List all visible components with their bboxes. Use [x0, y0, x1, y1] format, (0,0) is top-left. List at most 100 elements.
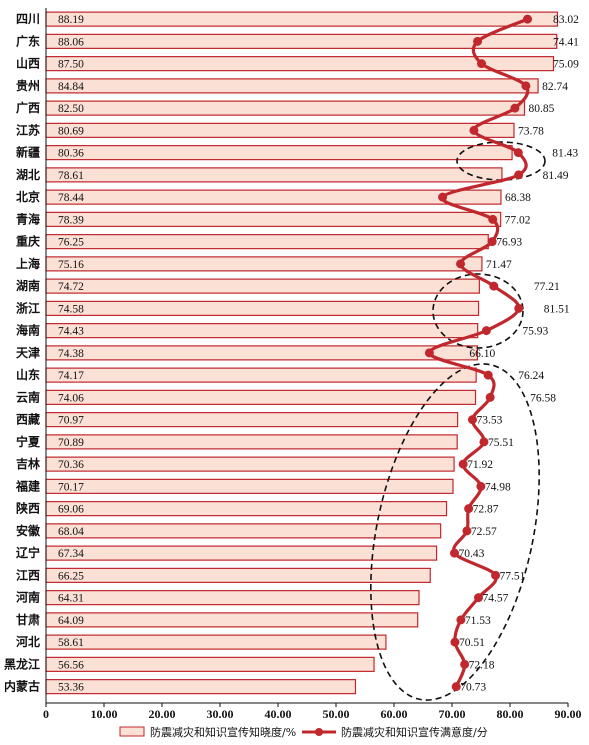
category-label: 湖南	[16, 278, 40, 293]
bar-value-label: 70.89	[58, 437, 84, 449]
line-value-label: 72.57	[471, 526, 497, 538]
bar	[45, 545, 438, 561]
line-value-label: 75.51	[488, 437, 514, 449]
legend-line-marker	[315, 728, 323, 736]
line-value-label: 70.43	[458, 548, 484, 560]
line-point	[458, 459, 468, 469]
line-point	[514, 170, 524, 180]
bar-value-label: 70.97	[58, 415, 84, 427]
line-point	[460, 659, 470, 669]
bar	[45, 145, 513, 161]
bar-value-label: 74.17	[58, 370, 84, 382]
line-value-label: 74.41	[553, 36, 579, 48]
x-tick-label: 40.00	[265, 707, 292, 721]
bar-value-label: 80.36	[58, 148, 84, 160]
line-point	[469, 125, 479, 135]
line-point	[467, 415, 477, 425]
bar	[45, 501, 448, 517]
bar-value-label: 56.56	[58, 659, 84, 671]
bar-value-label: 88.06	[58, 36, 84, 48]
category-label: 山东	[16, 367, 40, 382]
category-label: 西藏	[16, 412, 40, 427]
line-value-label: 82.74	[542, 81, 568, 93]
bar	[45, 456, 455, 472]
x-tick-label: 30.00	[207, 707, 234, 721]
line-point	[488, 214, 498, 224]
bar	[45, 11, 559, 27]
bar-value-label: 82.50	[58, 103, 84, 115]
line-point	[487, 237, 497, 247]
x-tick-label: 80.00	[497, 707, 524, 721]
line-point	[456, 259, 466, 269]
bars-layer: 四川 88.19 广东 88.06 山西 87.50 贵州 84.84 广西 82.50 江苏 80.…	[4, 11, 559, 695]
legend: 防震减灾和知识宣传知晓度/% 防震减灾和知识宣传满意度/分	[119, 725, 488, 739]
bar-value-label: 58.61	[58, 637, 84, 649]
line-value-label: 70.73	[460, 682, 486, 694]
bar	[45, 345, 479, 361]
bar-value-label: 64.31	[58, 593, 84, 605]
line-point	[523, 14, 533, 24]
line-point	[449, 548, 459, 558]
x-tick-label: 60.00	[381, 707, 408, 721]
line-point	[485, 392, 495, 402]
bar-value-label: 66.25	[58, 570, 84, 582]
line-value-label: 73.78	[518, 125, 544, 137]
bar	[45, 679, 357, 695]
category-label: 四川	[16, 12, 40, 26]
bar	[45, 122, 515, 138]
category-label: 天津	[16, 345, 40, 360]
x-tick-label: 0	[43, 707, 49, 721]
x-tick-label: 10.00	[91, 707, 118, 721]
bar	[45, 389, 477, 405]
line-point	[438, 192, 448, 202]
line-value-label: 71.47	[486, 259, 512, 271]
bar	[45, 78, 539, 94]
bar-value-label: 76.25	[58, 237, 84, 249]
bar	[45, 567, 431, 583]
bar-value-label: 75.16	[58, 259, 84, 271]
line-point	[473, 36, 483, 46]
bar-value-label: 74.58	[58, 303, 84, 315]
bar-value-label: 74.06	[58, 392, 84, 404]
bar	[45, 523, 442, 539]
bar	[45, 300, 480, 316]
bar	[45, 367, 477, 383]
category-label: 浙江	[16, 300, 40, 315]
line-point	[456, 615, 466, 625]
bar-value-label: 80.69	[58, 125, 84, 137]
bar-value-label: 88.19	[58, 14, 84, 26]
category-label: 河北	[15, 634, 40, 649]
category-label: 江苏	[16, 122, 40, 137]
line-point	[489, 281, 499, 291]
line-value-label: 73.53	[476, 415, 502, 427]
category-label: 湖北	[16, 167, 40, 182]
annotation-ellipses	[370, 141, 546, 701]
line-value-label: 74.57	[483, 593, 509, 605]
bar-value-label: 70.36	[58, 459, 84, 471]
category-label: 广西	[16, 100, 40, 115]
line-value-label: 76.58	[530, 392, 556, 404]
bar	[45, 234, 489, 250]
category-label: 辽宁	[16, 545, 40, 560]
bar-value-label: 78.61	[58, 170, 84, 182]
line-value-label: 71.92	[467, 459, 493, 471]
category-label: 广东	[16, 33, 40, 48]
line-value-label: 77.51	[500, 570, 526, 582]
bar-value-label: 53.36	[58, 682, 84, 694]
x-tick-label: 90.00	[555, 707, 582, 721]
line-value-label: 70.51	[459, 637, 485, 649]
line-value-label: 76.93	[496, 237, 522, 249]
bar	[45, 189, 502, 205]
line-point	[510, 103, 520, 113]
x-tick-label: 70.00	[439, 707, 466, 721]
line-value-label: 77.21	[534, 281, 560, 293]
bar	[45, 412, 459, 428]
legend-line-label: 防震减灾和知识宣传满意度/分	[341, 725, 488, 739]
category-label: 山西	[16, 56, 40, 71]
category-label: 河南	[15, 590, 40, 605]
line-point	[476, 481, 486, 491]
category-label: 青海	[16, 211, 40, 226]
bar	[45, 323, 479, 339]
legend-bar-swatch	[119, 726, 145, 737]
line-point	[479, 437, 489, 447]
